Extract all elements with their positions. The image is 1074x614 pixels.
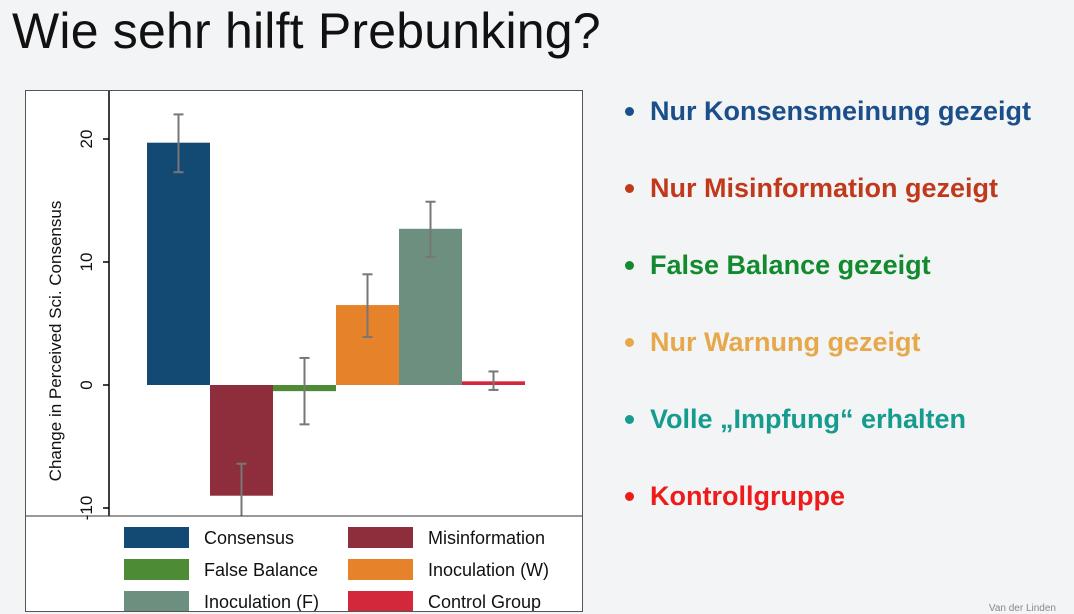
legend-swatch xyxy=(348,591,413,611)
bullet-text: Kontrollgruppe xyxy=(650,481,845,511)
y-tick-label: 0 xyxy=(77,380,96,389)
slide-title: Wie sehr hilft Prebunking? xyxy=(12,3,601,59)
bullet-dot xyxy=(625,107,634,116)
bullet-text: Nur Misinformation gezeigt xyxy=(650,173,999,203)
y-axis-label: Change in Perceived Sci. Consensus xyxy=(46,201,65,482)
legend-swatch xyxy=(348,559,413,580)
legend-label: False Balance xyxy=(204,560,318,580)
legend-label: Inoculation (F) xyxy=(204,592,319,611)
bullet-text: Nur Konsensmeinung gezeigt xyxy=(650,96,1032,126)
chart-svg: 20 10 0 -10 Change in Perceived Sci. Consens… xyxy=(26,91,582,611)
bullet-text: Volle „Impfung“ erhalten xyxy=(650,404,967,434)
bullet-dot xyxy=(625,415,634,424)
bullet-item: Nur Konsensmeinung gezeigt xyxy=(622,90,1031,167)
bullet-dot xyxy=(625,338,634,347)
bullet-dot xyxy=(625,184,634,193)
y-tick-label: 10 xyxy=(77,253,96,272)
plot-area xyxy=(147,113,525,516)
y-tick-label: 20 xyxy=(77,130,96,149)
legend-swatch xyxy=(124,559,189,580)
bullet-item: Nur Misinformation gezeigt xyxy=(622,167,1031,244)
y-tick-label: -10 xyxy=(77,496,96,521)
legend-label: Misinformation xyxy=(428,528,545,548)
bullet-text: Nur Warnung gezeigt xyxy=(650,327,921,357)
bullet-item: False Balance gezeigt xyxy=(622,244,1031,321)
bullet-text: False Balance gezeigt xyxy=(650,250,931,280)
bar-chart: 20 10 0 -10 Change in Perceived Sci. Consens… xyxy=(25,90,583,612)
bullet-item: Kontrollgruppe xyxy=(622,475,1031,552)
bullet-list: Nur Konsensmeinung gezeigt Nur Misinform… xyxy=(622,90,1031,552)
legend-swatch xyxy=(124,527,189,548)
footer-credit: Van der Linden xyxy=(988,603,1056,614)
bar xyxy=(147,142,210,385)
legend-swatch xyxy=(124,591,189,611)
legend-label: Inoculation (W) xyxy=(428,560,549,580)
bullet-item: Volle „Impfung“ erhalten xyxy=(622,398,1031,475)
bullet-item: Nur Warnung gezeigt xyxy=(622,321,1031,398)
bullet-dot xyxy=(625,492,634,501)
legend-label: Consensus xyxy=(204,528,294,548)
legend-swatch xyxy=(348,527,413,548)
legend-label: Control Group xyxy=(428,592,541,611)
bullet-dot xyxy=(625,261,634,270)
